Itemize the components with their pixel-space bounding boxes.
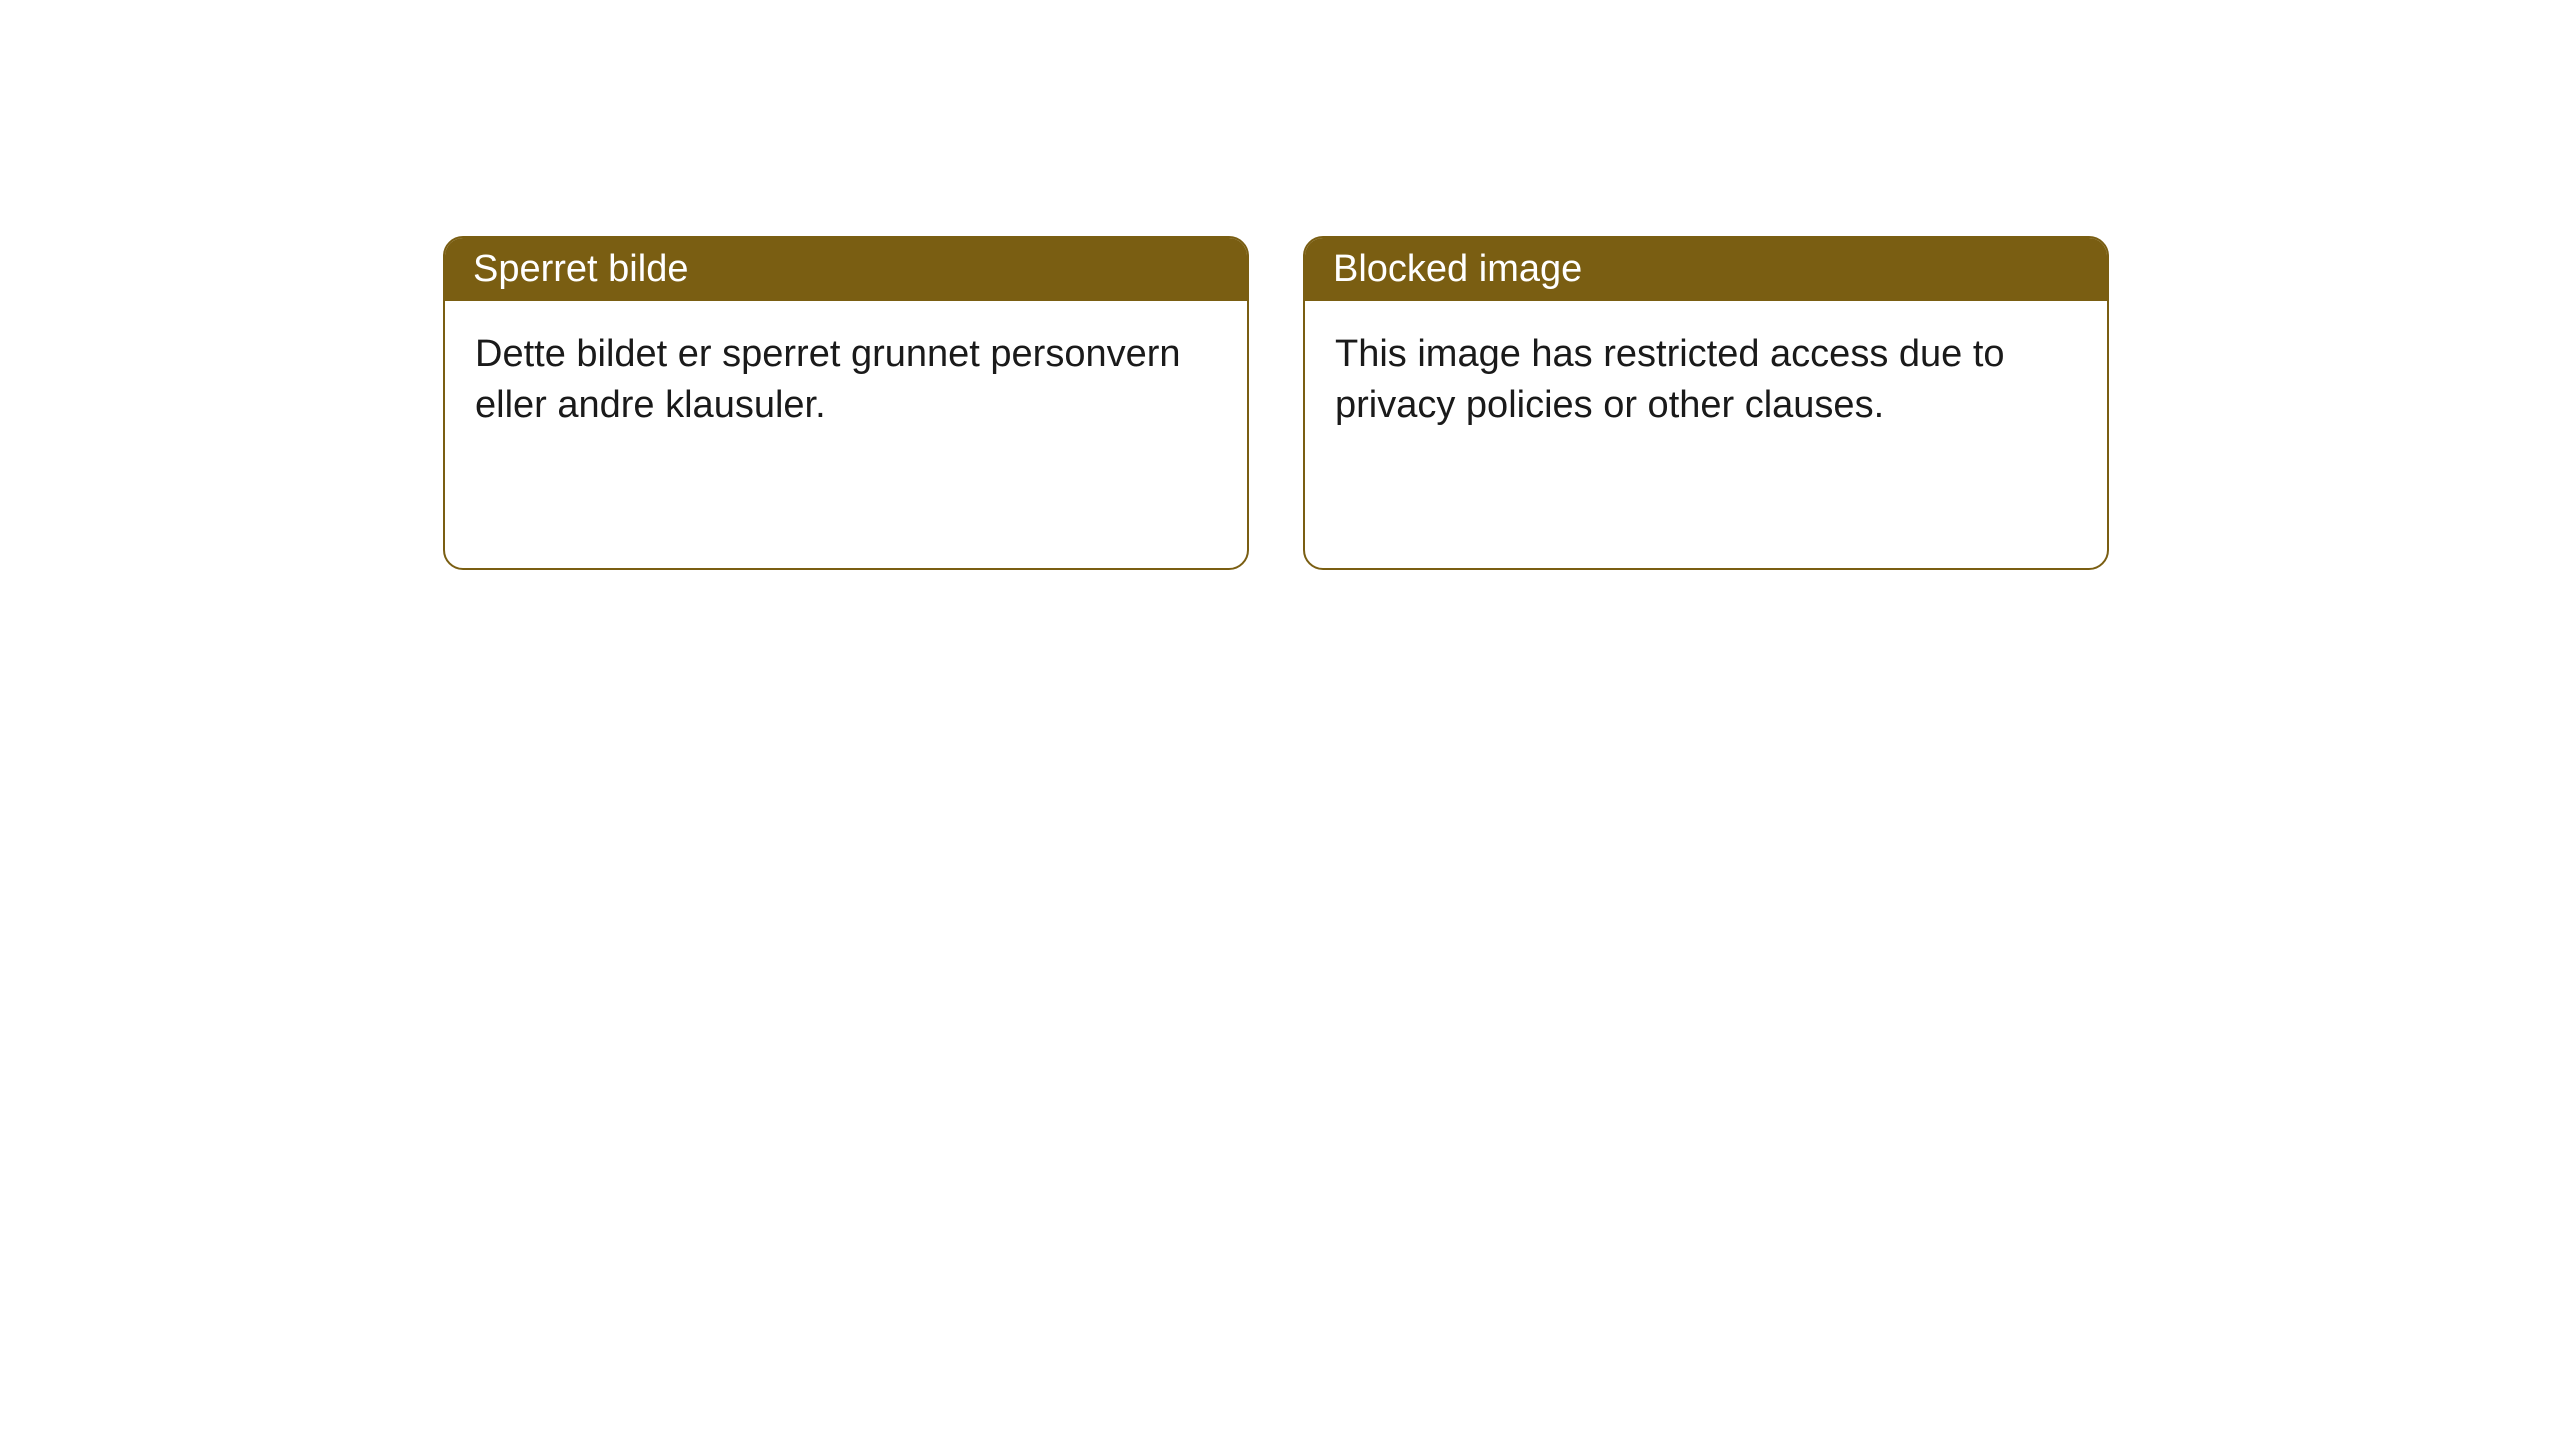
blocked-image-panel-no: Sperret bilde Dette bildet er sperret gr… [443, 236, 1249, 570]
blocked-image-panel-en: Blocked image This image has restricted … [1303, 236, 2109, 570]
panel-header-en: Blocked image [1305, 238, 2107, 301]
panel-header-no: Sperret bilde [445, 238, 1247, 301]
blocked-image-panels: Sperret bilde Dette bildet er sperret gr… [443, 236, 2109, 570]
panel-body-no: Dette bildet er sperret grunnet personve… [445, 301, 1247, 568]
panel-body-en: This image has restricted access due to … [1305, 301, 2107, 568]
